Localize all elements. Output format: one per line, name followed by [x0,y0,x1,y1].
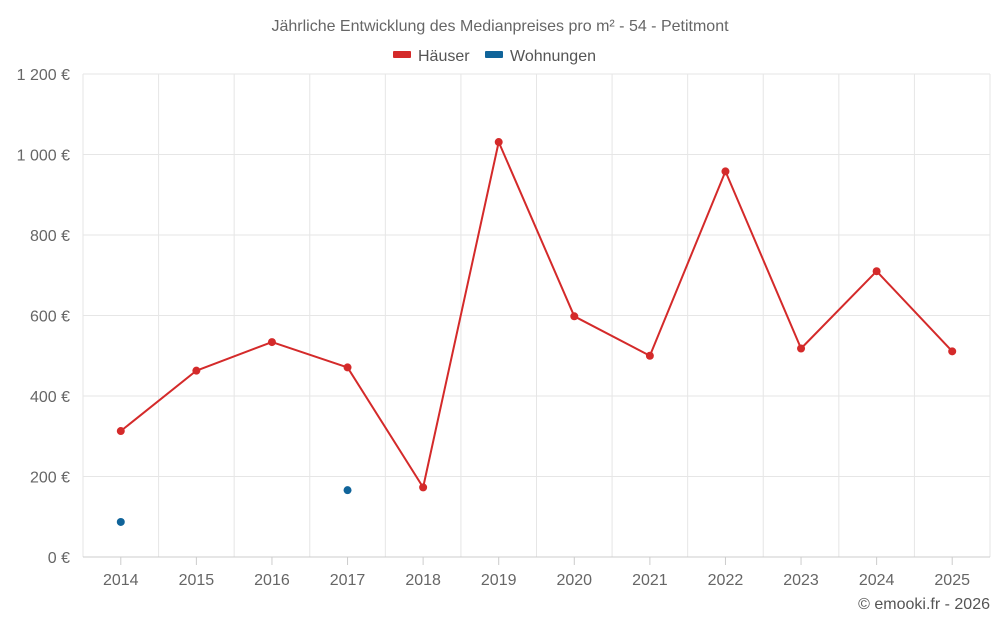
x-tick-label: 2020 [556,572,592,589]
x-tick-label: 2015 [179,572,215,589]
grid [82,73,991,557]
x-tick-label: 2024 [859,572,895,589]
y-tick-label: 1 200 € [17,67,70,84]
legend-swatch-apartments [485,51,503,58]
data-point-houses [419,483,428,492]
data-point-houses [721,167,730,176]
x-tick-label: 2025 [934,572,970,589]
y-tick-label: 600 € [30,309,70,326]
credit-text: © emooki.fr - 2026 [858,596,990,613]
data-point-apartments [116,517,125,526]
x-tick-label: 2023 [783,572,819,589]
legend-label-houses: Häuser [418,48,470,65]
series [116,138,957,526]
x-tick-label: 2017 [330,572,366,589]
y-tick-label: 400 € [30,389,70,406]
data-point-houses [192,366,201,375]
data-point-houses [116,427,125,436]
data-point-houses [570,312,579,321]
legend-swatch-houses [393,51,411,58]
series-houses [116,138,957,492]
axes: 0 € 200 € 400 € 600 € 800 € 1 000 € 1 200 € 201… [17,67,990,589]
legend-label-apartments: Wohnungen [510,48,596,65]
chart-title: Jährliche Entwicklung des Medianpreises … [271,18,729,35]
x-tick-label: 2018 [405,572,441,589]
legend-item-apartments[interactable]: Wohnungen [485,48,596,65]
legend-item-houses[interactable]: Häuser [393,48,470,65]
x-tick-label: 2022 [708,572,744,589]
data-point-houses [948,347,957,356]
y-tick-label: 1 000 € [17,148,70,165]
y-tick-label: 0 € [48,550,70,567]
data-point-houses [343,363,352,372]
y-tick-label: 200 € [30,470,70,487]
y-tick-label: 800 € [30,228,70,245]
data-point-houses [267,338,276,347]
data-point-houses [797,344,806,353]
x-tick-label: 2016 [254,572,290,589]
legend: Häuser Wohnungen [393,48,596,65]
data-point-houses [645,351,654,360]
data-point-houses [872,267,881,276]
data-point-houses [494,138,503,147]
x-tick-label: 2021 [632,572,668,589]
x-tick-label: 2014 [103,572,139,589]
series-line-houses [120,141,953,489]
x-tick-label: 2019 [481,572,517,589]
data-point-apartments [343,486,352,495]
series-apartments [116,486,352,526]
